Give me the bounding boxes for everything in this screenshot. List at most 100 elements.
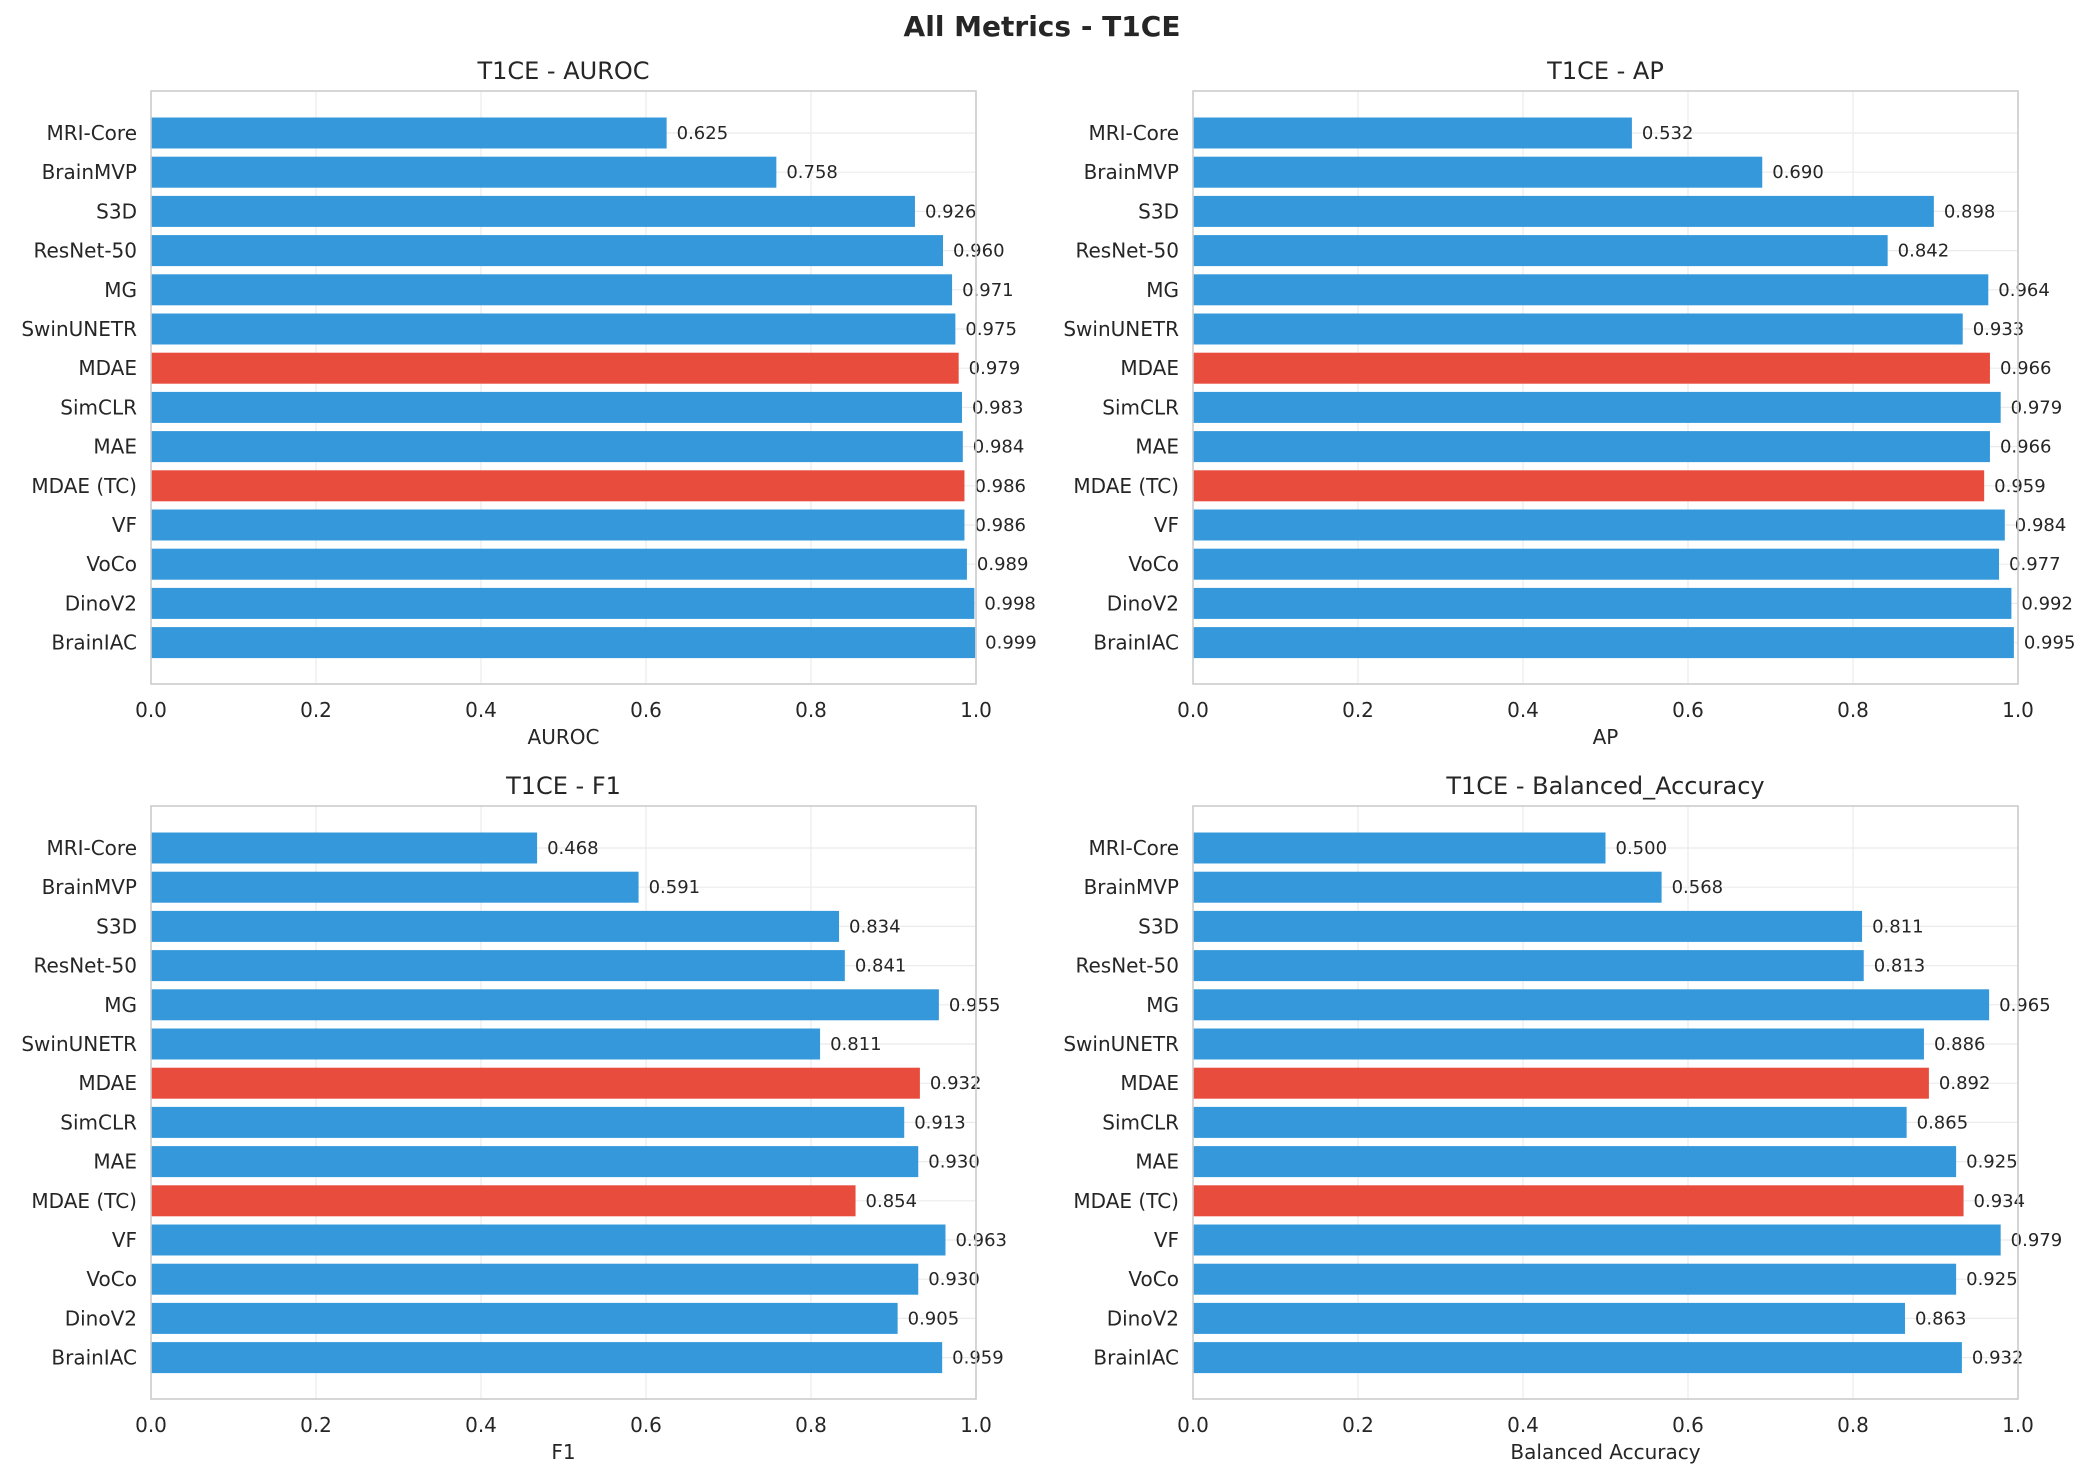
panel-4-bar-resnet-50 [1193,950,1864,982]
panel-4-plot-area [1193,806,2018,1399]
panel-4-x-axis-label: Balanced Accuracy [1510,1440,1700,1464]
panel-4-value-label-swinunetr: 0.886 [1934,1034,1986,1055]
panel-3-value-label-swinunetr: 0.811 [830,1034,882,1055]
panel-1-value-label-mg: 0.971 [962,280,1014,301]
panel-4-value-label-s3d: 0.811 [1872,916,1924,937]
panel-2-value-label-mae: 0.966 [2000,437,2052,458]
panel-3-bar-mae [151,1146,919,1178]
panel-3-value-label-dinov2: 0.905 [908,1308,960,1329]
panel-2-category-label-mae: MAE [1135,435,1179,459]
panel-4-value-label-brainiac: 0.932 [1972,1348,2024,1369]
panel-1-category-label-vf: VF [112,513,137,537]
panel-2-value-label-s3d: 0.898 [1944,201,1996,222]
panel-4-category-label-simclr: SimCLR [1102,1110,1179,1134]
panel-3-bar-dinov2 [151,1302,898,1334]
panel-1-x-tick-label: 0.6 [630,698,662,722]
panel-4-value-label-mri-core: 0.500 [1616,838,1668,859]
panel-3-bar-mri-core [151,832,538,864]
panel-3-category-label-brainmvp: BrainMVP [42,875,137,899]
panel-2-bar-mae [1193,431,1990,463]
panel-3-category-label-mri-core: MRI-Core [46,836,137,860]
panel-4-x-tick-label: 0.8 [1837,1413,1869,1437]
panel-2-value-label-mdae: 0.966 [2000,358,2052,379]
panel-4-x-tick-label: 0.0 [1177,1413,1209,1437]
panel-3-frame [150,805,977,1400]
panel-1-category-label-voco: VoCo [86,552,137,576]
panel-1-category-label-mdae: MDAE [78,356,137,380]
panel-1-category-label-mg: MG [104,278,137,302]
panel-3-x-axis-label: F1 [551,1440,575,1464]
panel-3-value-label-mri-core: 0.468 [547,838,599,859]
panel-3-category-label-mae: MAE [93,1150,137,1174]
panel-2-bar-mri-core [1193,117,1632,149]
panel-3-value-label-vf: 0.963 [955,1230,1007,1251]
panel-2-bar-simclr [1193,391,2001,423]
panel-3-bar-vf [151,1224,946,1256]
panel-4-value-label-mae: 0.925 [1966,1152,2018,1173]
panel-2-category-label-brainmvp: BrainMVP [1084,160,1179,184]
panel-4-bar-s3d [1193,910,1863,942]
panel-2-x-tick-label: 0.8 [1837,698,1869,722]
panel-2-bar-s3d [1193,195,1934,227]
panel-4-bar-mri-core [1193,832,1606,864]
panel-1-value-label-mri-core: 0.625 [677,123,729,144]
panel-4-value-label-brainmvp: 0.568 [1672,877,1724,898]
panel-1-category-label-simclr: SimCLR [60,395,137,419]
panel-1-x-tick-label: 0.0 [135,698,167,722]
panel-3-value-label-resnet-50: 0.841 [855,956,907,977]
panel-2-value-label-resnet-50: 0.842 [1898,241,1950,262]
panel-2-x-tick-label: 0.6 [1672,698,1704,722]
panel-3-bar-brainiac [151,1342,943,1374]
panel-1-value-label-brainiac: 0.999 [985,633,1037,654]
panel-2-bar-swinunetr [1193,313,1963,345]
panel-4-category-label-mg: MG [1146,993,1179,1017]
panel-1-bar-dinov2 [151,587,975,619]
panel-4-x-tick-label: 0.4 [1507,1413,1539,1437]
panel-2-value-label-simclr: 0.979 [2011,397,2063,418]
panel-2-category-label-voco: VoCo [1128,552,1179,576]
panel-1-bar-vf [151,509,965,541]
panel-3-value-label-mdae: 0.932 [930,1073,982,1094]
panel-1-value-label-swinunetr: 0.975 [965,319,1017,340]
panel-1-value-label-voco: 0.989 [977,554,1029,575]
panel-4-bar-dinov2 [1193,1302,1905,1334]
panel-1-title: T1CE - AUROC [476,57,649,85]
panel-3-x-tick-label: 0.4 [465,1413,497,1437]
panel-2-bar-brainiac [1193,627,2014,659]
panel-2-x-tick-label: 1.0 [2002,698,2034,722]
panel-2-category-label-resnet-50: ResNet-50 [1076,239,1180,263]
panel-3-x-tick-label: 1.0 [960,1413,992,1437]
panel-1-value-label-mdae: 0.979 [969,358,1021,379]
panel-1-x-tick-label: 0.2 [300,698,332,722]
panel-4-value-label-resnet-50: 0.813 [1874,956,1926,977]
panel-1-bar-simclr [151,391,962,423]
panel-1-bar-mae [151,431,963,463]
panel-2-value-label-dinov2: 0.992 [2021,593,2073,614]
panel-1-bar-voco [151,548,967,580]
panel-3-category-label-brainiac: BrainIAC [51,1346,137,1370]
panel-1-value-label-brainmvp: 0.758 [786,162,838,183]
panel-1-category-label-swinunetr: SwinUNETR [21,317,137,341]
panel-2-x-tick-label: 0.2 [1342,698,1374,722]
panel-4-value-label-dinov2: 0.863 [1915,1308,1967,1329]
panel-2-category-label-mg: MG [1146,278,1179,302]
panel-2-category-label-dinov2: DinoV2 [1107,591,1179,615]
panel-1-frame [150,90,977,685]
panel-2-category-label-brainiac: BrainIAC [1093,631,1179,655]
panel-3-value-label-simclr: 0.913 [914,1112,966,1133]
panel-2-value-label-mg: 0.964 [1998,280,2050,301]
panel-4-bar-mdae [1193,1067,1929,1099]
panel-2-bar-mg [1193,274,1989,306]
panel-1-x-tick-label: 0.8 [795,698,827,722]
panel-4-category-label-brainiac: BrainIAC [1093,1346,1179,1370]
panel-2-x-tick-label: 0.4 [1507,698,1539,722]
panel-2-bar-resnet-50 [1193,235,1888,267]
panel-3-category-label-s3d: S3D [96,914,137,938]
panel-1-category-label-brainmvp: BrainMVP [42,160,137,184]
panel-4-category-label-swinunetr: SwinUNETR [1063,1032,1179,1056]
panel-3-category-label-resnet-50: ResNet-50 [34,954,138,978]
panel-4-bar-simclr [1193,1106,1907,1138]
panel-4-frame [1192,805,2019,1400]
panel-1-category-label-s3d: S3D [96,199,137,223]
panel-4-category-label-mae: MAE [1135,1150,1179,1174]
